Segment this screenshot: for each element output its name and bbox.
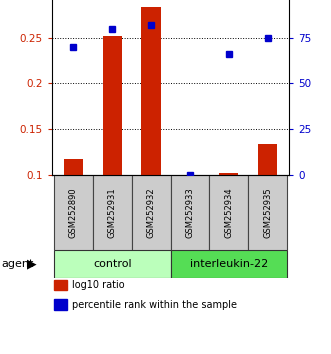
Bar xyxy=(219,173,239,175)
Bar xyxy=(64,159,83,175)
Bar xyxy=(132,175,170,250)
Bar xyxy=(170,175,209,250)
Bar xyxy=(54,299,68,310)
Text: GSM252934: GSM252934 xyxy=(224,187,233,238)
Bar xyxy=(170,250,287,278)
Bar xyxy=(258,144,277,175)
Text: GSM252935: GSM252935 xyxy=(263,187,272,238)
Text: ▶: ▶ xyxy=(27,257,37,270)
Bar xyxy=(248,175,287,250)
Bar xyxy=(93,175,132,250)
Text: interleukin-22: interleukin-22 xyxy=(190,259,268,269)
Text: GSM252890: GSM252890 xyxy=(69,187,78,238)
Bar xyxy=(54,175,93,250)
Text: log10 ratio: log10 ratio xyxy=(72,280,125,290)
Bar xyxy=(103,36,122,175)
Text: GSM252931: GSM252931 xyxy=(108,187,117,238)
Bar xyxy=(54,250,170,278)
Bar xyxy=(54,280,68,290)
Text: GSM252933: GSM252933 xyxy=(185,187,194,238)
Bar xyxy=(209,175,248,250)
Text: control: control xyxy=(93,259,131,269)
Text: GSM252932: GSM252932 xyxy=(147,187,156,238)
Text: agent: agent xyxy=(2,259,34,269)
Bar xyxy=(141,7,161,175)
Text: percentile rank within the sample: percentile rank within the sample xyxy=(72,299,237,310)
